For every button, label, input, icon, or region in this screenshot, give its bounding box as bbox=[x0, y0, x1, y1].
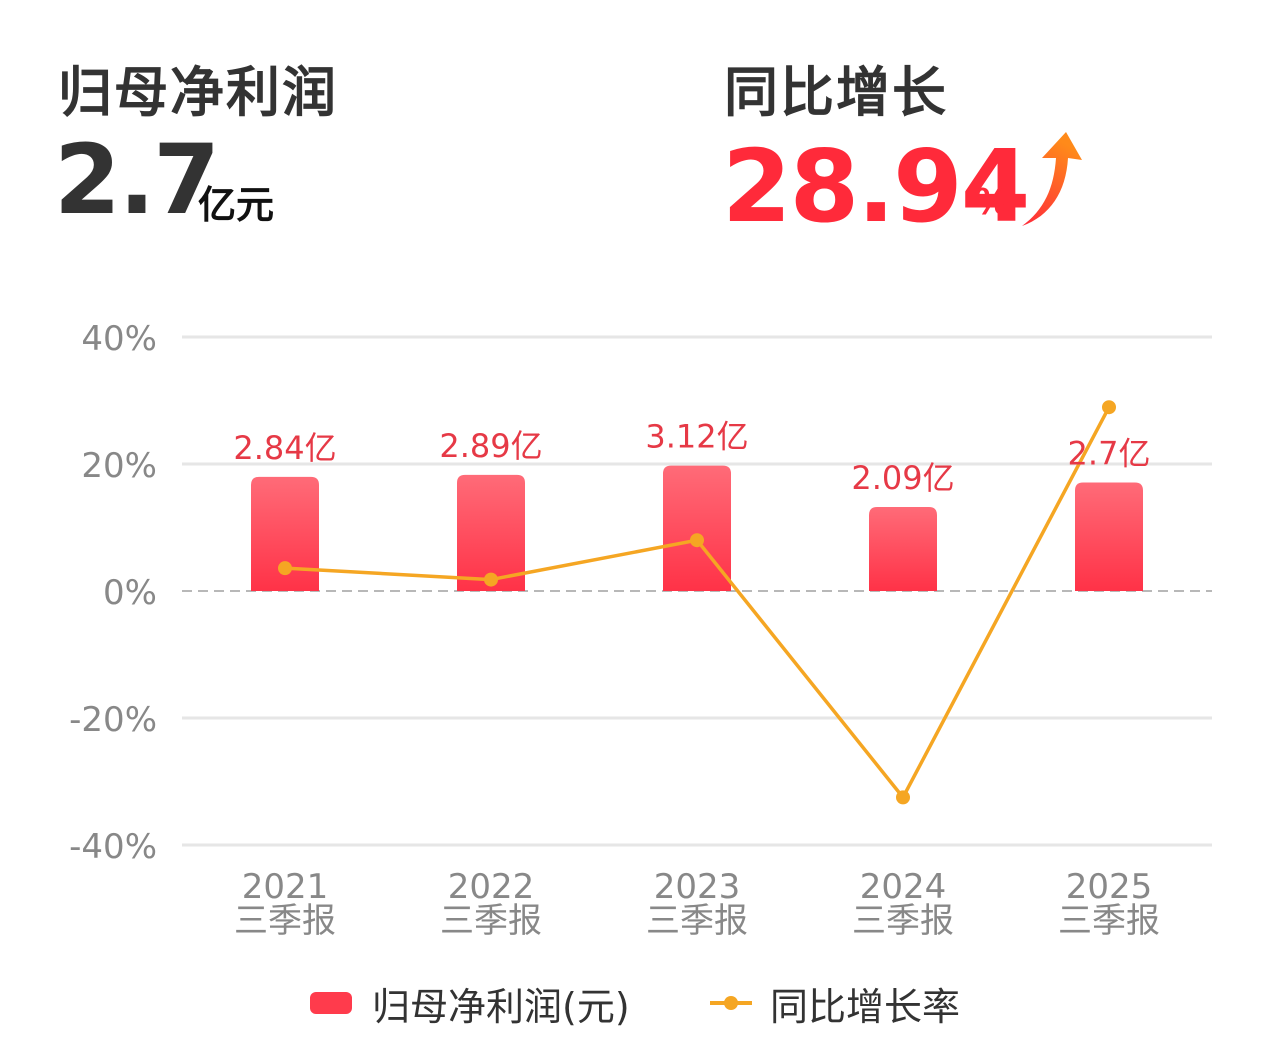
y-axis-tick-labels: 40% 20% 0% -20% -40% bbox=[69, 319, 157, 867]
net-profit-value: 2.7 bbox=[54, 124, 220, 236]
y-tick-label: -20% bbox=[69, 700, 157, 740]
x-tick-label-year: 2024 bbox=[860, 867, 947, 907]
yoy-growth-title: 同比增长 bbox=[724, 61, 948, 124]
arrow-up-icon bbox=[1022, 132, 1082, 226]
legend-label-growth-rate: 同比增长率 bbox=[770, 984, 961, 1029]
growth-rate-point bbox=[896, 790, 910, 805]
x-tick-label-year: 2022 bbox=[448, 867, 535, 907]
legend-line-swatch bbox=[710, 996, 752, 1010]
bar bbox=[457, 474, 525, 591]
profit-growth-chart: 40% 20% 0% -20% -40% 2.84亿 2.89亿 3.12亿 2.09亿 2.7… bbox=[69, 319, 1212, 941]
bar-value-label: 2.7亿 bbox=[1068, 434, 1151, 472]
growth-rate-point bbox=[278, 561, 292, 576]
bar-value-labels: 2.84亿 2.89亿 3.12亿 2.09亿 2.7亿 bbox=[233, 418, 1150, 497]
legend-item-net-profit[interactable]: 归母净利润(元) bbox=[310, 975, 630, 1031]
net-profit-unit: 亿元 bbox=[198, 183, 275, 227]
yoy-growth-value: 28.94 bbox=[722, 128, 1030, 245]
bar-value-label: 3.12亿 bbox=[645, 418, 748, 456]
bar-value-label: 2.84亿 bbox=[233, 429, 336, 467]
bar bbox=[869, 506, 937, 591]
y-tick-label: -40% bbox=[69, 827, 157, 867]
x-tick-label-period: 三季报 bbox=[234, 901, 336, 941]
x-tick-label-period: 三季报 bbox=[852, 901, 954, 941]
growth-rate-point bbox=[1102, 400, 1116, 415]
x-tick-label-period: 三季报 bbox=[646, 901, 748, 941]
bar-value-label: 2.89亿 bbox=[439, 427, 542, 465]
bar-value-label: 2.09亿 bbox=[851, 459, 954, 497]
x-tick-label-period: 三季报 bbox=[440, 901, 542, 941]
x-tick-label-year: 2021 bbox=[242, 867, 329, 907]
y-tick-label: 40% bbox=[81, 319, 157, 359]
chart-legend: 归母净利润(元) 同比增长率 bbox=[0, 975, 1280, 1031]
legend-bar-swatch bbox=[310, 992, 352, 1014]
legend-label-net-profit: 归母净利润(元) bbox=[372, 984, 630, 1029]
y-tick-label: 0% bbox=[103, 573, 157, 613]
net-profit-title: 归母净利润 bbox=[58, 61, 338, 124]
bar bbox=[251, 476, 319, 591]
legend-item-growth-rate[interactable]: 同比增长率 bbox=[708, 975, 960, 1031]
bar-series bbox=[251, 465, 1143, 591]
y-tick-label: 20% bbox=[81, 446, 157, 486]
x-tick-label-period: 三季报 bbox=[1058, 901, 1160, 941]
growth-rate-point bbox=[690, 533, 704, 548]
yoy-growth-percent-unit: % bbox=[974, 182, 1011, 223]
x-tick-label-year: 2025 bbox=[1066, 867, 1153, 907]
growth-rate-point bbox=[484, 572, 498, 587]
x-tick-label-year: 2023 bbox=[654, 867, 741, 907]
line-series bbox=[278, 400, 1116, 805]
bar bbox=[1075, 482, 1143, 591]
